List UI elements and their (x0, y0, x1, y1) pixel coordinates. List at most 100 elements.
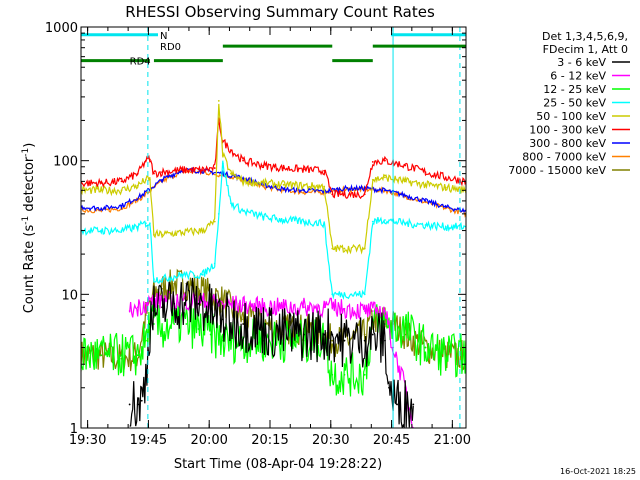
x-tick-label: 21:00 (434, 433, 471, 448)
data-point (144, 222, 147, 225)
data-point (230, 202, 232, 205)
series-trace (81, 166, 466, 214)
data-point (153, 310, 155, 312)
data-point (282, 183, 285, 186)
data-point (221, 318, 224, 321)
data-point (173, 282, 176, 285)
data-point (343, 307, 346, 310)
data-point (404, 328, 407, 330)
data-point (161, 178, 163, 181)
data-point (282, 306, 285, 309)
data-point (363, 293, 366, 296)
legend-label: 6 - 12 keV (550, 70, 606, 83)
y-tick-label: 1000 (45, 21, 78, 36)
data-point (213, 167, 216, 169)
data-point (444, 354, 447, 357)
data-point (363, 193, 366, 196)
x-tick-label: 20:15 (251, 433, 288, 448)
data-point (384, 159, 386, 162)
data-point (181, 273, 184, 276)
chart-title: RHESSI Observing Summary Count Rates (125, 3, 435, 21)
data-point (331, 339, 334, 342)
series-trace (81, 168, 466, 218)
data-point (136, 225, 139, 228)
data-point (424, 346, 427, 349)
data-point (213, 262, 216, 265)
data-point (384, 176, 386, 179)
data-point (120, 354, 123, 357)
data-point (136, 306, 139, 309)
data-point (371, 220, 374, 223)
data-point (217, 99, 220, 102)
plot-frame (80, 26, 467, 429)
series-layer (81, 99, 466, 428)
data-point (323, 185, 326, 188)
data-point (144, 159, 147, 162)
data-point (282, 219, 285, 221)
data-point (221, 154, 224, 157)
data-point (262, 182, 265, 184)
data-point (209, 333, 212, 336)
data-point (185, 299, 188, 302)
data-point (282, 188, 285, 191)
data-point (144, 178, 147, 181)
data-point (331, 247, 334, 250)
y-tick-label: 10 (61, 288, 78, 303)
data-point (404, 164, 407, 167)
legend-label: 100 - 300 keV (529, 124, 606, 137)
data-point (384, 310, 386, 312)
axis-layer: 19:30 19:45 20:00 20:15 20:30 20:45 21:00 1 10 10… (45, 21, 471, 448)
data-point (396, 403, 399, 406)
data-point (331, 333, 334, 336)
data-point (388, 386, 390, 389)
data-point (173, 302, 176, 305)
data-point (201, 169, 204, 172)
legend-label: 3 - 6 keV (557, 56, 606, 69)
data-point (242, 159, 245, 162)
data-point (331, 293, 334, 296)
data-point (331, 193, 334, 196)
data-point (153, 233, 155, 236)
data-point (120, 229, 123, 232)
data-point (136, 172, 139, 175)
series-trace (81, 103, 466, 255)
series-50-100-kev (81, 99, 466, 255)
data-point (371, 333, 374, 336)
data-point (262, 164, 265, 167)
data-point (424, 200, 427, 202)
data-point (323, 333, 326, 336)
data-point (197, 302, 200, 305)
data-point (424, 171, 427, 174)
data-point (302, 168, 305, 171)
data-point (128, 403, 131, 406)
data-point (371, 310, 374, 312)
data-point (384, 189, 386, 192)
x-tick-label: 20:45 (373, 433, 410, 448)
data-point (302, 333, 305, 336)
data-point (444, 206, 447, 208)
data-point (120, 189, 123, 192)
data-point (424, 183, 427, 186)
series-800-7000-kev (81, 168, 466, 218)
data-point (213, 220, 216, 223)
data-point (148, 222, 151, 225)
legend: Det 1,3,4,5,6,9,FDecim 1, Att 03 - 6 keV… (508, 30, 630, 177)
series-trace (129, 277, 414, 428)
flag-label-rd4: RD4 (130, 57, 151, 68)
data-point (424, 224, 427, 226)
x-tick-label: 19:45 (130, 433, 167, 448)
data-point (242, 304, 245, 307)
data-point (323, 222, 326, 225)
data-point (221, 162, 224, 165)
data-point (221, 299, 224, 302)
data-point (302, 220, 305, 223)
data-point (384, 339, 386, 342)
series-trace (129, 289, 414, 428)
data-point (331, 373, 334, 376)
data-point (412, 403, 415, 406)
x-tick-label: 19:30 (69, 433, 106, 448)
data-point (323, 169, 326, 172)
data-point (363, 333, 366, 336)
data-point (201, 229, 204, 232)
